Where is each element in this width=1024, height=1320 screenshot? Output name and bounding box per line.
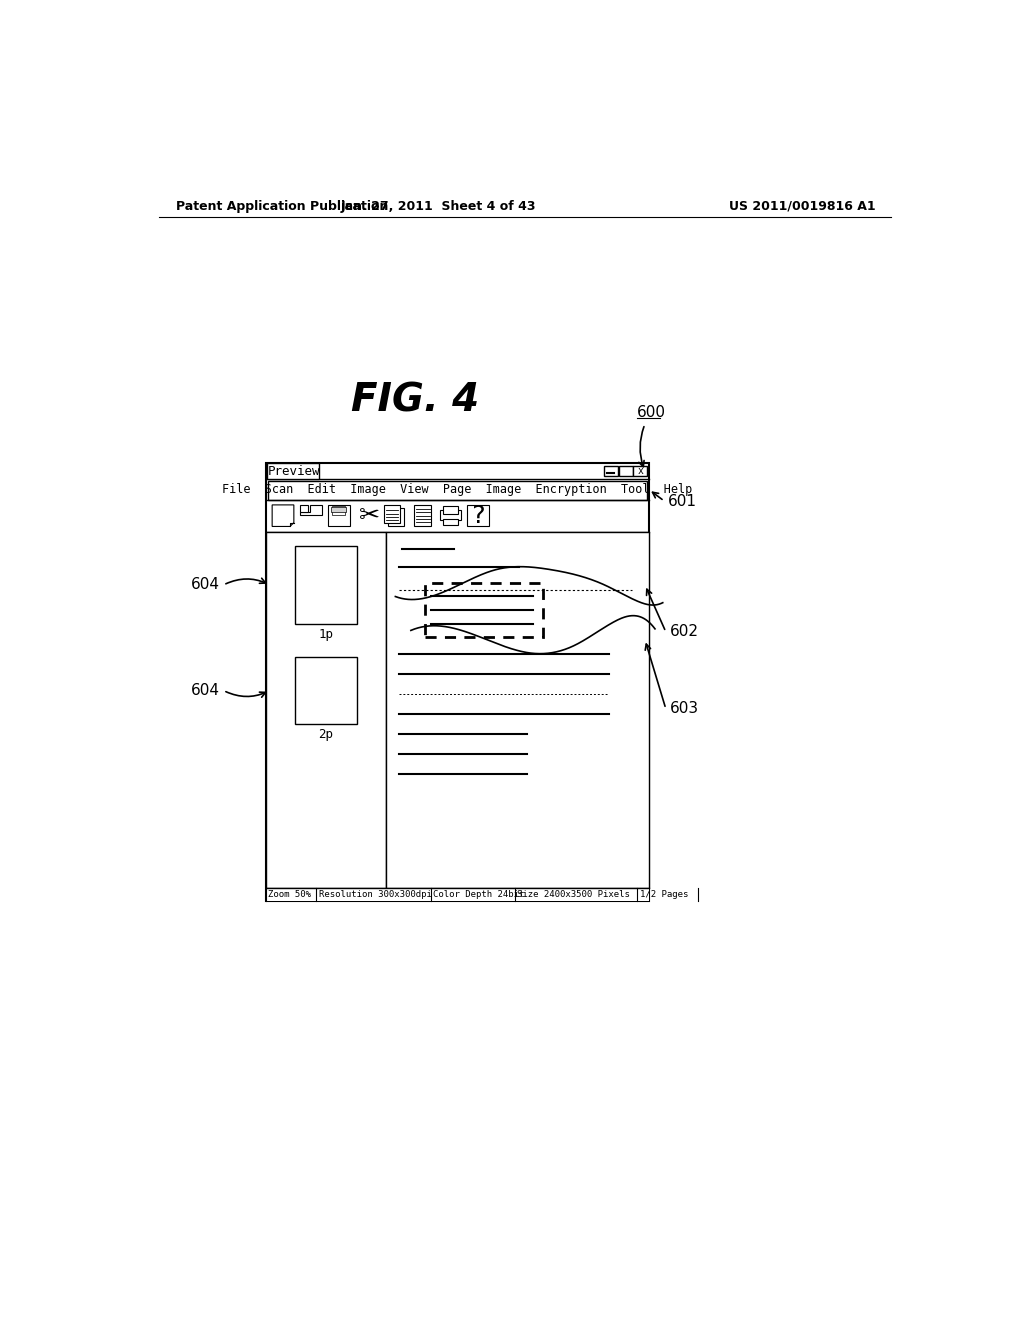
Bar xyxy=(386,532,649,887)
Text: Jan. 27, 2011  Sheet 4 of 43: Jan. 27, 2011 Sheet 4 of 43 xyxy=(340,199,536,213)
Polygon shape xyxy=(272,506,294,527)
Text: 2p: 2p xyxy=(318,729,334,742)
Bar xyxy=(467,506,489,527)
Polygon shape xyxy=(300,506,307,512)
Text: 604: 604 xyxy=(190,577,219,593)
Text: File  Scan  Edit  Image  View  Page  Image  Encryption  Tool  Help: File Scan Edit Image View Page Image Enc… xyxy=(222,483,692,496)
Text: ✂: ✂ xyxy=(359,504,380,528)
Bar xyxy=(295,545,357,624)
Bar xyxy=(633,466,647,477)
Bar xyxy=(266,887,649,902)
Bar xyxy=(425,582,543,636)
Bar xyxy=(442,519,458,525)
Text: Patent Application Publication: Patent Application Publication xyxy=(176,199,388,213)
Bar xyxy=(266,532,386,887)
Text: 603: 603 xyxy=(670,701,698,717)
Text: 604: 604 xyxy=(190,682,219,698)
Text: 601: 601 xyxy=(669,494,697,508)
Text: Resolution 300x300dpi: Resolution 300x300dpi xyxy=(318,890,431,899)
Text: Color Depth 24bit: Color Depth 24bit xyxy=(433,890,524,899)
Bar xyxy=(266,462,649,902)
Bar xyxy=(333,506,345,515)
Polygon shape xyxy=(300,506,322,515)
Bar xyxy=(266,463,319,479)
Text: 600: 600 xyxy=(637,405,667,420)
Text: 1p: 1p xyxy=(318,628,334,642)
Bar xyxy=(384,506,400,523)
Text: US 2011/0019816 A1: US 2011/0019816 A1 xyxy=(729,199,876,213)
Text: ?: ? xyxy=(471,504,486,528)
Bar xyxy=(388,508,404,527)
Bar xyxy=(295,656,357,725)
Text: Preview: Preview xyxy=(267,465,321,478)
Text: 602: 602 xyxy=(670,624,698,639)
Bar xyxy=(414,506,431,527)
Text: Size 2400x3500 Pixels: Size 2400x3500 Pixels xyxy=(517,890,630,899)
Bar xyxy=(618,466,633,477)
Bar xyxy=(267,480,647,499)
Text: FIG. 4: FIG. 4 xyxy=(350,381,479,420)
Text: x: x xyxy=(637,466,643,477)
Bar xyxy=(328,506,349,527)
Text: Zoom 50%: Zoom 50% xyxy=(268,890,311,899)
Bar xyxy=(604,466,617,477)
Bar xyxy=(331,507,346,512)
Bar xyxy=(439,511,461,520)
Bar xyxy=(442,506,458,513)
Text: 1/2 Pages: 1/2 Pages xyxy=(640,890,688,899)
